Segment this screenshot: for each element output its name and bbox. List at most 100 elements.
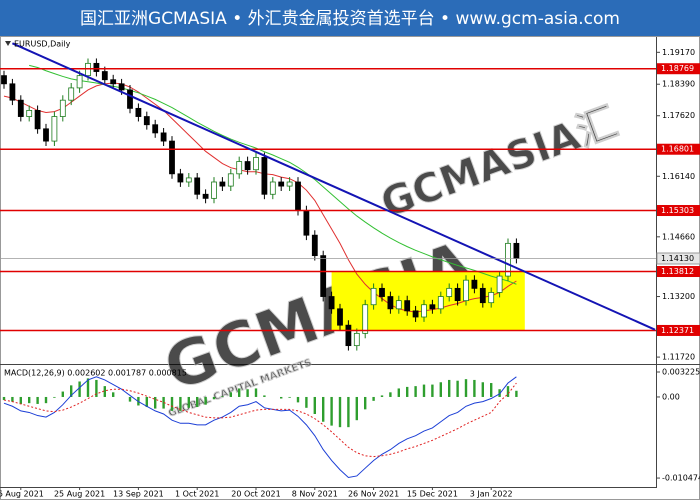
candle-body (387, 296, 394, 310)
histogram-bar (44, 396, 48, 404)
candle-body (244, 161, 251, 171)
candle-body (236, 161, 243, 175)
histogram-bar (61, 391, 64, 397)
level-label: 1.15303 (661, 206, 694, 215)
level-label: 1.12371 (661, 326, 694, 335)
histogram-bar (170, 396, 174, 411)
y-tick-label: 1.16140 (662, 172, 695, 181)
histogram-bar (296, 396, 300, 403)
candle-body (118, 83, 125, 91)
histogram-bar (338, 396, 342, 428)
histogram-bar (473, 379, 476, 397)
histogram-bar (313, 396, 316, 414)
histogram-bar (229, 392, 232, 397)
candle-body (1, 75, 7, 85)
x-tick-label: 13 Sep 2021 (113, 490, 164, 499)
histogram-bar (389, 392, 392, 397)
histogram-bar (103, 386, 106, 397)
candle-body (320, 255, 327, 297)
price-label-box (656, 252, 700, 265)
histogram-bar (28, 396, 31, 404)
y-tick-label: 1.11720 (662, 353, 695, 362)
histogram-bar (431, 384, 434, 397)
candle-body (169, 140, 175, 175)
x-tick-label: 25 Aug 2021 (54, 490, 105, 499)
candle-body (26, 110, 33, 117)
histogram-bar (154, 396, 157, 409)
histogram-bar (11, 396, 14, 402)
candle-body (295, 181, 301, 212)
histogram-bar (187, 396, 190, 408)
histogram-bar (456, 380, 459, 397)
price-label: 1.14130 (661, 254, 694, 263)
y-tick-label: 0.00 (662, 392, 680, 401)
candle-body (278, 181, 285, 187)
candle-body (496, 275, 503, 293)
candle-body (227, 173, 234, 187)
x-tick-label: 1 Oct 2021 (175, 490, 219, 499)
histogram-bar (481, 382, 484, 397)
header-bar (0, 0, 700, 36)
candle-body (505, 242, 511, 277)
histogram-bar (254, 388, 258, 397)
histogram-bar (95, 379, 98, 397)
candle-body (362, 304, 369, 334)
candle-body (43, 128, 49, 142)
candle-body (479, 287, 486, 304)
candle-body (286, 181, 293, 187)
candle-body (152, 124, 159, 134)
histogram-bar (204, 396, 207, 405)
candle-body (421, 304, 427, 318)
candle-body (253, 157, 259, 171)
candle-body (269, 181, 276, 195)
candle-body (337, 308, 343, 326)
y-tick-label: 1.18390 (662, 80, 695, 89)
histogram-bar (145, 396, 148, 408)
level-label-box (657, 205, 700, 217)
histogram-bar (414, 386, 417, 397)
candle-body (51, 116, 58, 142)
candle-body (110, 79, 117, 85)
y-tick-label: 1.19170 (662, 48, 695, 57)
level-label: 1.18769 (661, 64, 694, 73)
histogram-bar (196, 396, 199, 408)
x-tick-label: 8 Nov 2021 (292, 490, 338, 499)
histogram-bar (506, 386, 510, 397)
candle-body (85, 62, 91, 77)
candle-body (261, 157, 268, 195)
candle-body (160, 132, 167, 142)
candle-body (219, 181, 226, 187)
macd-pane: 0.003225 0.00 -0.010474 (2, 368, 700, 483)
histogram-bar (53, 396, 56, 398)
histogram-bar (162, 396, 165, 409)
macd-title: MACD(12,26,9) 0.002602 0.001787 0.000815 (4, 369, 187, 378)
level-label: 1.13812 (661, 267, 694, 276)
histogram-bar (305, 396, 308, 408)
histogram-bar (78, 381, 81, 397)
histogram-bar (19, 396, 22, 404)
indicator-line (3, 376, 517, 479)
level-label-box (657, 63, 700, 75)
candle-body (17, 99, 24, 117)
candle-body (345, 324, 352, 347)
histogram-bar (355, 396, 358, 421)
histogram-bar (380, 395, 384, 397)
histogram-bar (322, 396, 325, 422)
y-tick-label: 1.13200 (662, 292, 695, 301)
histogram-bar (347, 396, 350, 428)
symbol-marker (5, 41, 11, 46)
candle-body (68, 87, 75, 101)
y-tick-label: 1.14660 (662, 232, 695, 241)
y-tick-label: -0.010474 (662, 474, 700, 483)
candle-body (429, 304, 436, 310)
x-tick-label: 15 Dec 2021 (407, 490, 458, 499)
histogram-bar (422, 384, 426, 397)
histogram-bar (179, 396, 182, 411)
candle-body (185, 177, 192, 183)
candle-body (471, 279, 478, 289)
candle-body (454, 287, 461, 302)
frame (0, 36, 700, 500)
main-pane: 1.19170 1.18390 1.17620 1.16140 1.14660 1.132… (0, 42, 700, 499)
trendline (11, 42, 656, 331)
histogram-bar (238, 388, 241, 397)
